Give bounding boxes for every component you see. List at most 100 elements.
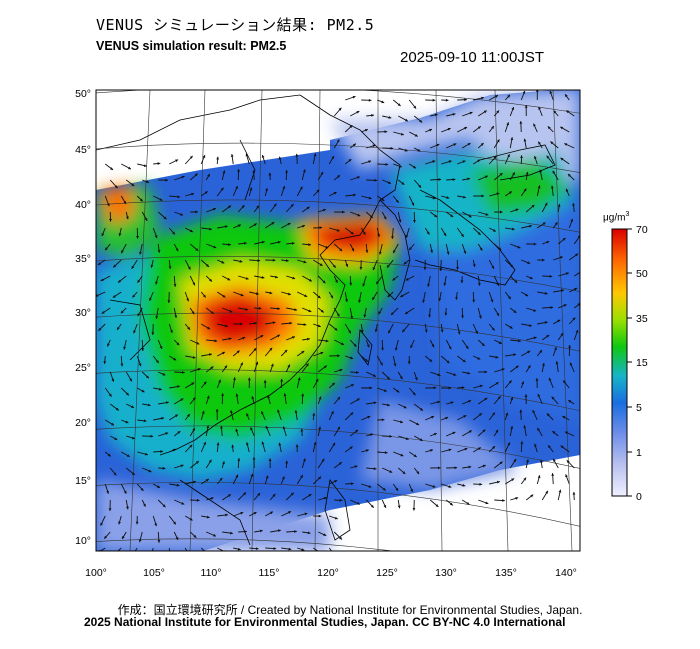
wind-arrow-head xyxy=(492,228,496,232)
wind-arrow-head xyxy=(334,327,338,331)
wind-arrow-head xyxy=(332,264,336,268)
wind-arrow-head xyxy=(154,235,158,239)
wind-arrow-head xyxy=(259,529,263,533)
wind-vectors xyxy=(96,90,580,551)
wind-arrow-head xyxy=(524,394,528,398)
wind-arrow-head xyxy=(350,356,354,360)
wind-arrow-head xyxy=(464,447,468,451)
wind-arrow-head xyxy=(146,375,149,379)
wind-arrow-head xyxy=(467,371,471,375)
wind-arrow-head xyxy=(173,284,177,287)
wind-arrow-head xyxy=(431,415,435,419)
wind-arrow-head xyxy=(222,461,225,465)
wind-arrow-head xyxy=(550,141,554,145)
wind-arrow-head xyxy=(482,464,486,468)
wind-arrow-head xyxy=(278,442,282,446)
wind-arrow-head xyxy=(557,203,561,207)
wind-arrow-head xyxy=(407,361,411,365)
wind-arrow-head xyxy=(529,224,532,228)
wind-arrow-head xyxy=(322,280,326,284)
wind-arrow-head xyxy=(303,458,306,462)
wind-arrow-head xyxy=(221,351,225,355)
wind-arrow-head xyxy=(330,295,334,299)
wind-arrow-head xyxy=(399,376,403,380)
wind-arrow-head xyxy=(400,420,403,424)
wind-arrow xyxy=(168,547,170,551)
wind-arrow-head xyxy=(507,442,510,446)
wind-arrow-head xyxy=(419,438,423,441)
wind-arrow-head xyxy=(493,156,497,160)
wind-arrow-head xyxy=(515,365,519,369)
wind-arrow-head xyxy=(318,396,322,400)
wind-arrow-head xyxy=(208,459,212,463)
wind-arrow-head xyxy=(373,467,377,471)
wind-arrow-head xyxy=(350,315,354,319)
wind-arrow-head xyxy=(195,210,198,214)
wind-arrow-head xyxy=(381,198,385,201)
wind-arrow-head xyxy=(378,311,382,315)
wind-arrow-head xyxy=(263,380,267,383)
wind-arrow-head xyxy=(113,472,117,476)
wind-arrow-head xyxy=(438,298,442,302)
wind-arrow-head xyxy=(112,294,116,298)
wind-arrow-head xyxy=(544,202,548,206)
wind-arrow-head xyxy=(549,90,553,94)
wind-arrow-head xyxy=(261,240,265,244)
wind-arrow-head xyxy=(167,300,171,303)
wind-arrow-head xyxy=(413,454,417,458)
wind-arrow-head xyxy=(230,531,233,535)
lon-tick-120: 120° xyxy=(317,567,339,579)
wind-arrow-head xyxy=(187,326,191,330)
wind-arrow-head xyxy=(251,396,255,400)
wind-arrow-head xyxy=(227,494,231,497)
wind-arrow-head xyxy=(507,94,511,98)
wind-arrow-head xyxy=(108,393,112,397)
wind-arrow-head xyxy=(373,401,377,405)
wind-arrow-head xyxy=(560,126,564,130)
wind-arrow-head xyxy=(412,507,416,511)
wind-arrow-head xyxy=(433,432,437,436)
wind-arrow-head xyxy=(100,522,104,526)
wind-arrow-head xyxy=(443,282,447,286)
wind-arrow-head xyxy=(383,389,387,392)
wind-arrow-head xyxy=(288,547,292,551)
wind-arrow-head xyxy=(431,344,435,348)
colorbar-label-50: 50 xyxy=(636,268,648,280)
wind-arrow-head xyxy=(288,511,292,514)
wind-arrow-head xyxy=(342,210,345,214)
wind-arrow-head xyxy=(453,143,457,146)
wind-arrow-head xyxy=(492,446,496,449)
wind-arrow-head xyxy=(235,186,238,190)
wind-arrow-head xyxy=(477,447,481,451)
wind-arrow-head xyxy=(304,294,308,297)
wind-arrow-head xyxy=(562,416,566,419)
wind-arrow-head xyxy=(175,536,179,540)
wind-arrow-head xyxy=(462,483,466,487)
wind-arrow-head xyxy=(572,203,575,206)
wind-arrow-head xyxy=(233,377,236,381)
wind-arrow-head xyxy=(138,363,142,367)
wind-arrow-head xyxy=(207,326,211,330)
wind-arrow-head xyxy=(272,493,276,497)
wind-arrow-head xyxy=(123,490,127,494)
wind-arrow-head xyxy=(521,381,525,385)
wind-arrow-head xyxy=(105,247,108,251)
wind-arrow-head xyxy=(175,248,179,252)
wind-arrow-head xyxy=(461,386,465,390)
wind-arrow-head xyxy=(228,243,231,246)
wind-arrow-head xyxy=(249,187,253,191)
wind-arrow-head xyxy=(197,368,201,371)
wind-arrow-head xyxy=(389,470,393,473)
wind-arrow-head xyxy=(549,274,553,278)
wind-arrow-head xyxy=(287,222,291,226)
wind-arrow-head xyxy=(221,260,225,264)
wind-arrow-head xyxy=(546,413,550,417)
wind-arrow-head xyxy=(377,234,381,237)
wind-arrow-head xyxy=(440,329,444,333)
wind-arrow-head xyxy=(244,530,247,534)
lat-tick-45: 45° xyxy=(75,144,91,156)
wind-arrow-head xyxy=(117,279,121,283)
colorbar-label-15: 15 xyxy=(636,357,648,369)
wind-arrow-head xyxy=(300,474,303,478)
wind-arrow-head xyxy=(390,146,394,150)
